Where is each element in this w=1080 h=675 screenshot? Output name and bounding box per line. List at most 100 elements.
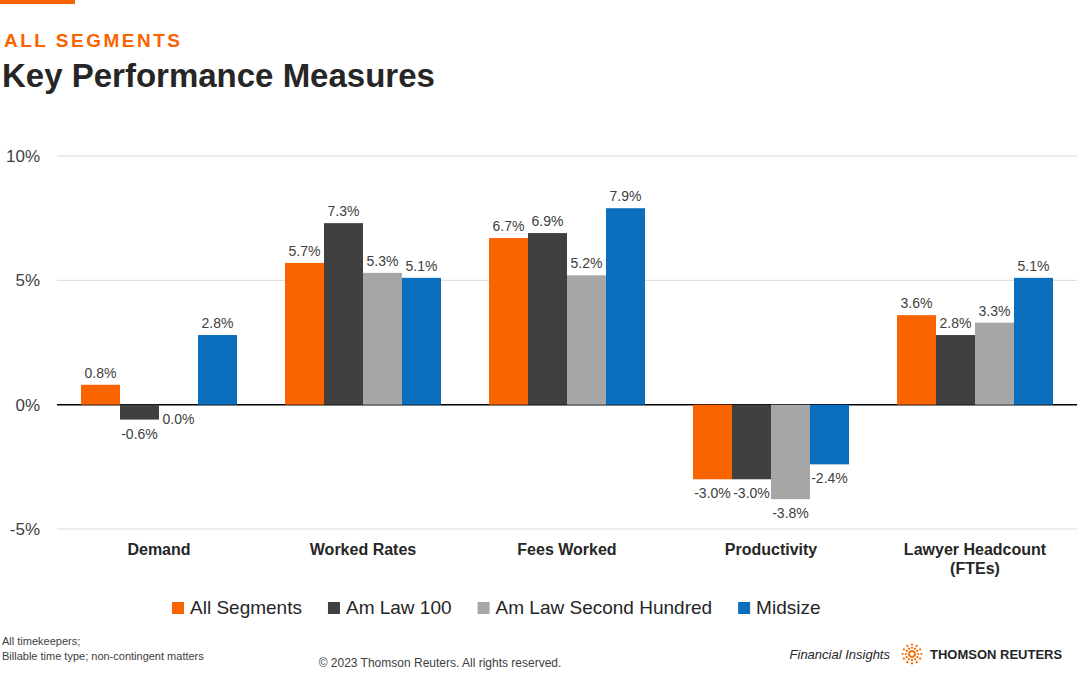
bar xyxy=(363,273,402,405)
data-label: -3.0% xyxy=(733,485,770,501)
x-tick-label: Productivity xyxy=(725,541,818,558)
legend-label: All Segments xyxy=(190,597,302,618)
title: Key Performance Measures xyxy=(2,57,435,94)
chart: ALL SEGMENTS Key Performance Measures -5% 0… xyxy=(0,0,1080,675)
accent-bar xyxy=(0,0,75,4)
bar xyxy=(489,238,528,405)
logo-dot xyxy=(908,658,910,660)
data-label: -0.6% xyxy=(121,426,158,442)
data-label: 7.3% xyxy=(328,203,360,219)
data-label: 0.8% xyxy=(85,365,117,381)
y-tick-label: 0% xyxy=(15,396,40,415)
data-label: 3.6% xyxy=(901,295,933,311)
bar xyxy=(120,405,159,420)
bar xyxy=(732,405,771,480)
bar xyxy=(159,404,198,405)
bar xyxy=(771,405,810,499)
logo-dot xyxy=(911,647,913,649)
y-tick-label: 10% xyxy=(6,147,40,166)
x-tick-label: Demand xyxy=(127,541,190,558)
bar xyxy=(936,335,975,405)
bar xyxy=(693,405,732,480)
x-tick-label-line: (FTEs) xyxy=(950,560,1000,577)
logo-dot xyxy=(916,656,918,658)
subtitle: ALL SEGMENTS xyxy=(4,30,183,51)
footnote: Billable time type; non-contingent matte… xyxy=(2,650,204,662)
bar xyxy=(81,385,120,405)
bar xyxy=(567,275,606,404)
bar xyxy=(897,315,936,405)
logo-dot xyxy=(914,648,916,650)
logo-dot xyxy=(911,644,913,646)
footnote: All timekeepers; xyxy=(2,635,80,647)
logo-dot xyxy=(906,661,908,663)
legend-label: Am Law Second Hundred xyxy=(496,597,713,618)
logo-dot xyxy=(903,648,905,650)
data-label: 5.2% xyxy=(571,255,603,271)
logo-icon xyxy=(902,644,923,665)
logo-dot xyxy=(917,653,919,655)
logo-dot xyxy=(916,650,918,652)
logo-dot xyxy=(919,648,921,650)
x-tick-label: Lawyer Headcount (FTEs) xyxy=(904,541,1047,577)
y-tick-label: -5% xyxy=(10,520,40,539)
data-label: 2.8% xyxy=(202,315,234,331)
y-tick-label: 5% xyxy=(15,271,40,290)
data-labels: 0.8% 5.7% 6.7% -3.0% 3.6% -0.6% 7.3% 6.9% -3.0% 2… xyxy=(85,188,1050,521)
copyright: © 2023 Thomson Reuters. All rights reser… xyxy=(319,656,562,670)
legend-swatch xyxy=(328,602,340,614)
data-label: 5.1% xyxy=(406,258,438,274)
grid-line xyxy=(57,529,1077,530)
bar xyxy=(1014,278,1053,405)
logo-dot xyxy=(906,645,908,647)
logo-dot xyxy=(905,653,907,655)
logo-dot xyxy=(913,651,915,653)
logo-dot xyxy=(914,658,916,660)
legend-swatch xyxy=(738,602,750,614)
logo-dot xyxy=(906,650,908,652)
x-tick-label: Worked Rates xyxy=(310,541,417,558)
source-label: Financial Insights xyxy=(790,647,891,662)
x-tick-label-line: Lawyer Headcount xyxy=(904,541,1047,558)
data-label: 6.9% xyxy=(532,213,564,229)
bars xyxy=(81,208,1053,499)
logo-dot xyxy=(916,645,918,647)
logo-dot xyxy=(902,653,904,655)
legend-swatch xyxy=(478,602,490,614)
legend-label: Am Law 100 xyxy=(346,597,452,618)
logo-dot xyxy=(908,648,910,650)
grid-line xyxy=(57,156,1077,157)
data-label: 5.7% xyxy=(289,243,321,259)
data-label: 3.3% xyxy=(979,303,1011,319)
data-label: 5.1% xyxy=(1018,258,1050,274)
data-label: 6.7% xyxy=(493,218,525,234)
brand: THOMSON REUTERS xyxy=(930,647,1063,662)
bar xyxy=(606,208,645,404)
data-label: 0.0% xyxy=(163,411,195,427)
logo-dot xyxy=(920,653,922,655)
data-label: -3.8% xyxy=(772,505,809,521)
bar xyxy=(975,323,1014,405)
data-label: -2.4% xyxy=(811,470,848,486)
bar xyxy=(198,335,237,405)
bar xyxy=(324,223,363,405)
data-label: 2.8% xyxy=(940,315,972,331)
legend: All Segments Am Law 100 Am Law Second Hund… xyxy=(172,597,821,618)
legend-label: Midsize xyxy=(756,597,820,618)
bar xyxy=(402,278,441,405)
logo-dot xyxy=(911,662,913,664)
data-label: -3.0% xyxy=(694,485,731,501)
bar xyxy=(810,405,849,465)
logo-dot xyxy=(919,658,921,660)
logo-dot xyxy=(916,661,918,663)
logo-dot xyxy=(911,659,913,661)
legend-swatch xyxy=(172,602,184,614)
data-label: 5.3% xyxy=(367,253,399,269)
logo-dot xyxy=(906,656,908,658)
bar xyxy=(528,233,567,405)
x-tick-label: Fees Worked xyxy=(517,541,616,558)
bar xyxy=(285,263,324,405)
logo-dot xyxy=(903,658,905,660)
data-label: 7.9% xyxy=(610,188,642,204)
grid xyxy=(57,156,1077,529)
